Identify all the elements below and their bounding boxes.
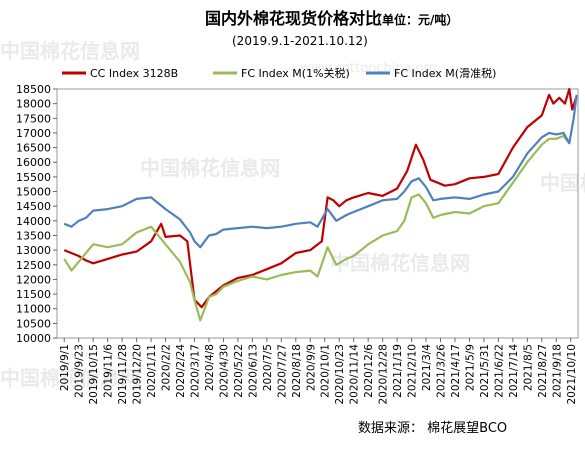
y-tick-label: 18500 bbox=[16, 83, 51, 96]
y-tick-label: 17000 bbox=[16, 127, 51, 140]
x-tick-label: 2021/4/17 bbox=[450, 344, 462, 398]
x-tick-label: 2021/7/14 bbox=[508, 344, 520, 398]
watermark-url: www.cottonchina.org bbox=[300, 61, 437, 76]
y-tick-label: 18000 bbox=[16, 98, 51, 111]
x-tick-label: 2020/1/11 bbox=[146, 344, 158, 398]
x-tick-label: 2020/7/27 bbox=[276, 344, 288, 398]
legend-label-3: FC Index M(滑准税) bbox=[394, 66, 496, 80]
chart-title: 国内外棉花现货价格对比 bbox=[205, 9, 381, 28]
x-tick-label: 2019/10/15 bbox=[88, 344, 100, 405]
x-tick-label: 2021/5/31 bbox=[479, 344, 491, 398]
y-tick-label: 10000 bbox=[16, 332, 51, 345]
x-tick-label: 2021/2/10 bbox=[407, 344, 419, 398]
legend: CC Index 3128B FC Index M(1%关税) FC Index M… bbox=[62, 66, 496, 80]
y-tick-label: 11000 bbox=[16, 303, 51, 316]
unit-note: （单位：元/吨） bbox=[370, 12, 458, 27]
y-tick-label: 17500 bbox=[16, 112, 51, 125]
x-tick-label: 2020/8/18 bbox=[291, 344, 303, 398]
watermark-text: 中国棉花信息网 bbox=[330, 251, 470, 275]
x-tick-label: 2021/8/27 bbox=[537, 344, 549, 398]
x-tick-label: 2021/9/18 bbox=[551, 344, 563, 398]
legend-label-2: FC Index M(1%关税) bbox=[241, 66, 350, 80]
watermark-text: 中国棉花信息网 bbox=[0, 39, 140, 63]
x-tick-label: 2019/11/6 bbox=[103, 344, 115, 398]
y-tick-label: 15000 bbox=[16, 186, 51, 199]
y-tick-label: 12000 bbox=[16, 273, 51, 286]
series-line-1 bbox=[63, 87, 578, 309]
watermark-text: 中国棉花信息网 bbox=[140, 156, 280, 180]
x-tick-label: 2019/9/23 bbox=[74, 344, 86, 398]
series-line-3 bbox=[63, 94, 578, 249]
x-tick-label: 2019/12/20 bbox=[132, 344, 144, 405]
x-tick-label: 2021/8/5 bbox=[522, 344, 534, 391]
x-tick-label: 2021/3/26 bbox=[436, 344, 448, 398]
y-tick-label: 13500 bbox=[16, 229, 51, 242]
x-tick-label: 2021/5/9 bbox=[464, 344, 476, 391]
watermark-text: 中国棉花信息网 bbox=[0, 366, 140, 390]
y-tick-label: 14500 bbox=[16, 200, 51, 213]
x-tick-label: 2019/11/28 bbox=[117, 344, 129, 405]
y-tick-label: 12500 bbox=[16, 259, 51, 272]
series-group bbox=[63, 87, 578, 322]
y-tick-label: 16000 bbox=[16, 156, 51, 169]
watermark: 中国棉花信息网中国棉花信息网中国棉花信息网中国棉花信息网www.cottonch… bbox=[0, 39, 585, 390]
x-tick-label: 2021/1/19 bbox=[392, 344, 404, 398]
x-tick-label: 2020/3/17 bbox=[189, 344, 201, 398]
x-tick-label: 2020/6/13 bbox=[247, 344, 259, 398]
y-tick-label: 15500 bbox=[16, 171, 51, 184]
x-tick-label: 2020/7/5 bbox=[262, 344, 274, 391]
x-tick-label: 2020/10/23 bbox=[334, 344, 346, 405]
legend-label-1: CC Index 3128B bbox=[90, 67, 178, 80]
plot-frame bbox=[56, 88, 579, 339]
x-tick-label: 2020/2/24 bbox=[175, 344, 187, 398]
source-note: 数据来源： 棉花展望BCO bbox=[358, 420, 507, 436]
x-tick-label: 2021/6/22 bbox=[493, 344, 505, 398]
y-tick-label: 14000 bbox=[16, 215, 51, 228]
y-tick-label: 10500 bbox=[16, 317, 51, 330]
x-tick-label: 2020/9/9 bbox=[305, 344, 317, 391]
series-line-2 bbox=[63, 134, 571, 322]
x-tick-label: 2020/10/1 bbox=[320, 344, 332, 398]
x-tick-label: 2021/10/10 bbox=[566, 344, 578, 405]
plot-area bbox=[56, 88, 579, 339]
y-tick-label: 13000 bbox=[16, 244, 51, 257]
y-tick-label: 16500 bbox=[16, 142, 51, 155]
x-tick-label: 2020/12/28 bbox=[378, 344, 390, 405]
chart-subtitle: (2019.9.1-2021.10.12) bbox=[232, 34, 368, 48]
x-tick-label: 2020/4/30 bbox=[218, 344, 230, 398]
x-tick-label: 2020/11/14 bbox=[349, 344, 361, 405]
x-tick-label: 2020/4/8 bbox=[204, 344, 216, 391]
x-tick-label: 2019/9/1 bbox=[59, 344, 71, 391]
x-tick-label: 2020/2/2 bbox=[161, 344, 173, 391]
y-tick-label: 11500 bbox=[16, 288, 51, 301]
x-axis: 2019/9/1 2019/9/23 2019/10/15 2019/11/6 2019… bbox=[59, 338, 578, 405]
x-tick-label: 2021/3/4 bbox=[421, 344, 433, 391]
x-tick-label: 2020/12/6 bbox=[363, 344, 375, 398]
x-tick-label: 2020/5/22 bbox=[233, 344, 245, 398]
